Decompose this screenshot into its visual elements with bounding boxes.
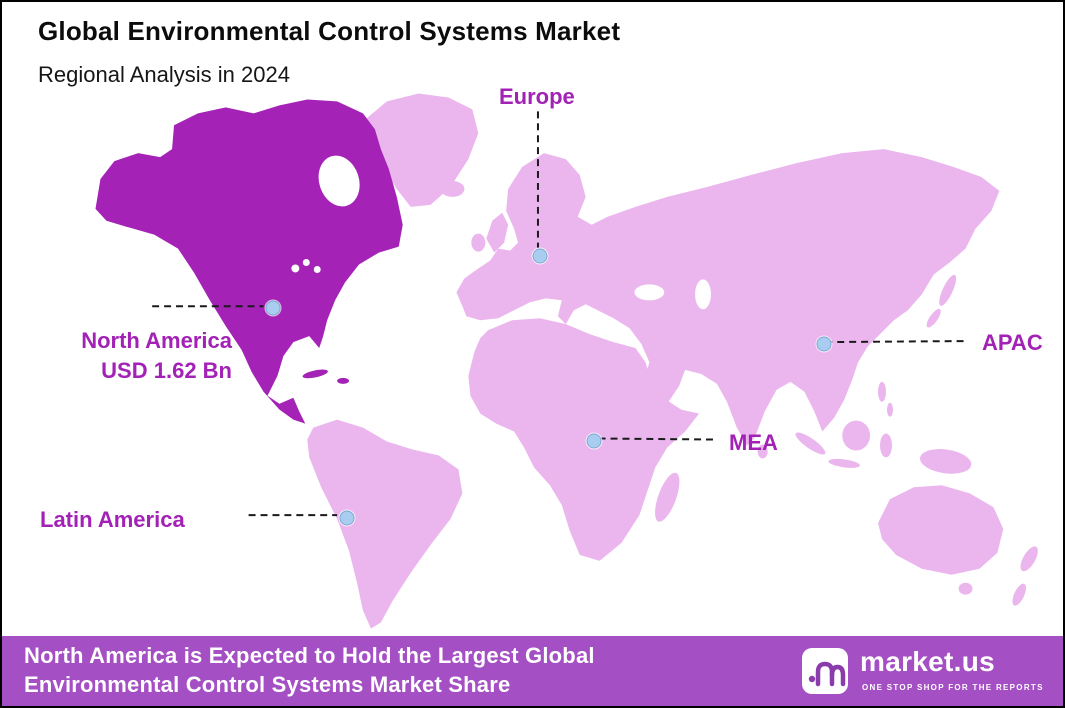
apac-marker [816, 336, 832, 352]
map-new-zealand-north [1020, 546, 1038, 572]
map-japan-south [926, 308, 941, 328]
map-japan [939, 274, 957, 306]
mea-connector-line [600, 437, 713, 441]
footer-headline-line2: Environmental Control Systems Market Sha… [24, 672, 511, 697]
page-subtitle: Regional Analysis in 2024 [38, 62, 290, 87]
great-lake-3 [313, 266, 321, 273]
map-eurasia [456, 149, 1000, 446]
brand-name: market.us [860, 646, 995, 677]
map-sri-lanka [757, 444, 768, 459]
map-borneo [842, 420, 871, 451]
black-sea [634, 284, 665, 301]
north-america-name: North America [81, 328, 232, 353]
caspian-sea [695, 279, 711, 310]
footer-headline: North America is Expected to Hold the La… [24, 641, 595, 699]
map-madagascar [655, 472, 680, 522]
map-sulawesi [880, 433, 892, 458]
map-new-guinea [919, 449, 972, 474]
map-hispaniola [337, 377, 350, 384]
map-sumatra [795, 432, 826, 455]
market-us-logo-glyph [808, 661, 846, 687]
map-java [828, 458, 860, 468]
great-lake-1 [291, 264, 300, 273]
footer-headline-line1: North America is Expected to Hold the La… [24, 643, 595, 668]
map-africa [468, 318, 700, 561]
europe-label: Europe [499, 84, 575, 109]
map-cuba [302, 369, 328, 379]
map-new-zealand-south [1012, 583, 1026, 606]
page-title: Global Environmental Control Systems Mar… [38, 16, 621, 46]
brand-tagline: ONE STOP SHOP FOR THE REPORTS [862, 683, 1044, 692]
map-australia [878, 485, 1004, 575]
map-uk [486, 212, 509, 253]
north-america-value: USD 1.62 Bn [101, 358, 232, 383]
market-us-logo-icon [802, 648, 848, 694]
footer-banner: North America is Expected to Hold the La… [2, 636, 1063, 706]
map-south-america [307, 419, 463, 629]
latin-america-label: Latin America [40, 507, 185, 532]
map-greenland [362, 93, 479, 207]
map-philippines-south [886, 402, 893, 417]
map-philippines [878, 381, 886, 402]
map-tasmania [958, 582, 973, 595]
north-america-label: North America USD 1.62 Bn [20, 326, 232, 386]
mea-label: MEA [729, 430, 778, 455]
apac-connector-line [829, 340, 964, 344]
mea-marker [586, 433, 602, 449]
great-lake-2 [302, 259, 310, 266]
map-ireland [471, 233, 486, 252]
apac-label: APAC [982, 330, 1043, 355]
latin-america-marker [339, 510, 355, 526]
europe-marker [532, 248, 548, 264]
north-america-marker [265, 300, 281, 316]
map-iceland [440, 180, 465, 197]
hudson-bay [318, 155, 360, 207]
